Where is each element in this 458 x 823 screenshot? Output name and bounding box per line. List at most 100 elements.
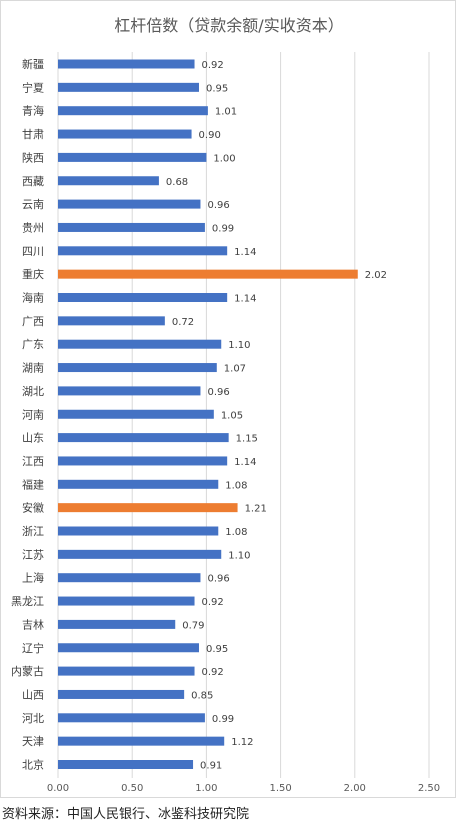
category-label: 内蒙古 — [11, 664, 44, 678]
bar — [58, 456, 228, 466]
bar — [58, 293, 228, 302]
category-label: 四川 — [22, 245, 44, 258]
bar — [58, 222, 205, 232]
bar — [58, 760, 194, 769]
bar — [58, 363, 217, 373]
data-label: 0.85 — [191, 690, 213, 701]
category-label: 山东 — [22, 432, 44, 445]
data-label: 1.14 — [234, 457, 256, 468]
data-label: 0.68 — [166, 177, 188, 188]
bar — [58, 596, 195, 606]
data-label: 1.05 — [221, 410, 243, 421]
category-label: 广东 — [22, 338, 44, 351]
bar — [58, 129, 192, 139]
category-label: 黑龙江 — [11, 595, 44, 608]
data-label: 1.10 — [228, 340, 250, 351]
bar — [58, 152, 207, 162]
bar — [58, 666, 195, 676]
x-tick-label: 2.00 — [344, 783, 366, 794]
data-label: 0.91 — [200, 761, 222, 772]
data-label: 1.01 — [215, 107, 237, 118]
category-label: 湖南 — [22, 362, 44, 375]
category-label: 青海 — [22, 104, 44, 118]
bar — [58, 269, 358, 279]
bar — [58, 689, 185, 699]
data-label: 1.00 — [213, 153, 235, 164]
bar — [58, 82, 199, 92]
data-label: 1.15 — [236, 434, 258, 445]
bar — [58, 386, 201, 396]
data-label: 0.92 — [202, 667, 224, 678]
bar — [58, 619, 176, 629]
category-label: 江苏 — [22, 548, 44, 561]
x-tick-label: 1.50 — [269, 783, 291, 794]
chart-title: 杠杆倍数（贷款余额/实收资本） — [114, 16, 344, 35]
data-label: 0.99 — [212, 223, 234, 234]
category-label: 陕西 — [22, 150, 44, 164]
data-label: 1.14 — [234, 247, 256, 258]
category-label: 海南 — [22, 291, 44, 305]
category-label: 吉林 — [22, 617, 44, 631]
bar — [58, 316, 165, 326]
bar — [58, 479, 219, 489]
category-label: 北京 — [22, 758, 44, 772]
bar — [58, 736, 225, 746]
category-label: 河北 — [22, 712, 44, 725]
data-label: 1.08 — [225, 527, 247, 538]
data-label: 1.10 — [228, 550, 250, 561]
bar — [58, 339, 222, 349]
x-tick-label: 0.50 — [121, 783, 143, 794]
data-label: 0.92 — [202, 60, 224, 71]
category-label: 辽宁 — [22, 641, 44, 655]
bar — [58, 526, 219, 536]
data-label: 1.08 — [225, 480, 247, 491]
data-label: 0.72 — [172, 317, 194, 328]
category-label: 甘肃 — [22, 128, 44, 141]
category-label: 上海 — [22, 571, 44, 585]
source-note: 资料来源：中国人民银行、冰鉴科技研究院 — [2, 807, 250, 822]
category-label: 浙江 — [22, 525, 44, 538]
x-tick-label: 0.00 — [47, 783, 69, 794]
category-label: 西藏 — [22, 175, 44, 188]
category-label: 宁夏 — [22, 80, 44, 94]
category-label: 贵州 — [22, 221, 44, 234]
data-label: 0.79 — [182, 620, 204, 631]
data-label: 0.96 — [207, 574, 229, 585]
data-label: 1.21 — [245, 504, 267, 515]
data-label: 0.90 — [199, 130, 221, 141]
bar — [58, 409, 214, 419]
category-label: 新疆 — [22, 57, 44, 71]
data-label: 0.95 — [206, 83, 228, 94]
bar — [58, 433, 229, 443]
bar — [58, 59, 195, 69]
data-label: 1.12 — [231, 737, 253, 748]
category-label: 重庆 — [22, 267, 44, 281]
data-label: 2.02 — [365, 270, 387, 281]
bar — [58, 503, 238, 513]
bar — [58, 246, 228, 256]
data-label: 0.95 — [206, 644, 228, 655]
bar — [58, 573, 201, 583]
x-tick-label: 2.50 — [418, 783, 440, 794]
category-label: 湖北 — [22, 385, 44, 398]
data-label: 0.96 — [207, 387, 229, 398]
data-label: 0.96 — [207, 200, 229, 211]
data-label: 1.14 — [234, 294, 256, 305]
data-label: 1.07 — [224, 364, 246, 375]
category-label: 云南 — [22, 198, 44, 211]
x-tick-label: 1.00 — [195, 783, 217, 794]
category-label: 福建 — [22, 477, 44, 491]
data-label: 0.92 — [202, 597, 224, 608]
category-label: 安徽 — [22, 501, 44, 515]
bar-chart: 0.00 0.50 1.00 1.50 2.00 2.50 新疆 0.92 宁夏 0.95 青海 1.… — [11, 52, 440, 794]
bar — [58, 549, 222, 559]
bar — [58, 713, 205, 723]
bar — [58, 199, 201, 209]
data-label: 0.99 — [212, 714, 234, 725]
category-label: 河南 — [22, 408, 44, 421]
category-label: 江西 — [22, 455, 44, 468]
bar — [58, 176, 159, 186]
category-label: 天津 — [22, 735, 44, 748]
bar — [58, 643, 199, 653]
category-label: 广西 — [22, 315, 44, 328]
